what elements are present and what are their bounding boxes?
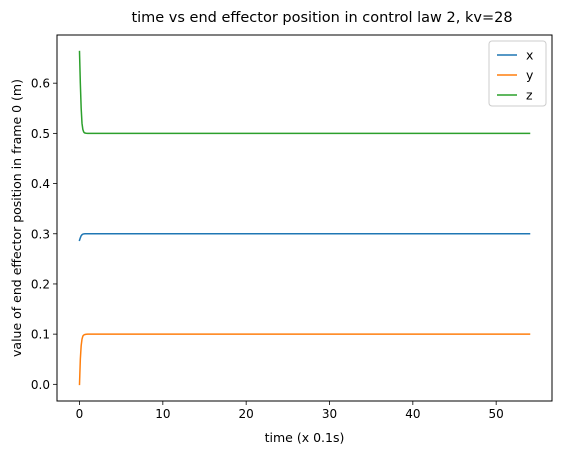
y-tick-label: 0.1 xyxy=(31,328,50,342)
x-axis-label: time (x 0.1s) xyxy=(265,430,345,445)
plot-area xyxy=(56,34,553,402)
y-axis: 0.0 0.1 0.2 0.3 0.4 0.5 0.6 xyxy=(31,77,57,392)
legend: xyz xyxy=(488,40,547,107)
chart-title: time vs end effector position in control… xyxy=(131,10,512,26)
legend-label-x: x xyxy=(526,48,533,63)
y-tick-label: 0.4 xyxy=(31,177,50,191)
x-tick-label: 0 xyxy=(76,407,84,421)
y-tick-label: 0.3 xyxy=(31,227,50,241)
y-tick-label: 0.5 xyxy=(31,127,50,141)
legend-label-y: y xyxy=(526,68,534,83)
y-tick-label: 0.0 xyxy=(31,378,50,392)
x-tick-label: 40 xyxy=(405,407,420,421)
y-tick-label: 0.2 xyxy=(31,277,50,291)
y-axis-label: value of end effector position in frame … xyxy=(9,79,24,357)
legend-label-z: z xyxy=(526,88,533,103)
legend-box xyxy=(488,40,547,107)
series-line-z xyxy=(78,50,531,135)
y-tick-label: 0.6 xyxy=(31,77,50,91)
x-axis: 0 10 20 30 40 50 xyxy=(76,401,504,421)
series-line-y xyxy=(78,333,531,386)
x-tick-label: 10 xyxy=(155,407,170,421)
x-tick-label: 50 xyxy=(489,407,504,421)
x-tick-label: 20 xyxy=(239,407,254,421)
series-layer xyxy=(78,50,531,386)
x-tick-label: 30 xyxy=(322,407,337,421)
series-line-x xyxy=(78,233,531,242)
